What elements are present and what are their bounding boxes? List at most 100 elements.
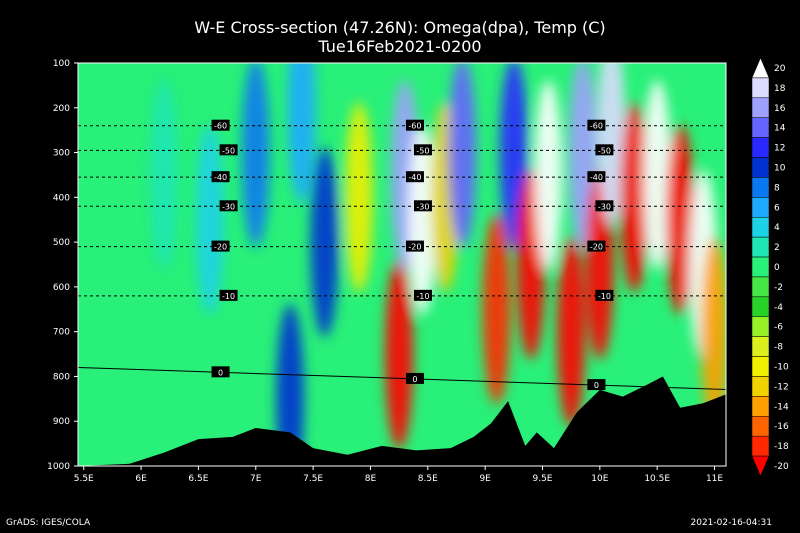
omega-cell [241, 63, 270, 248]
omega-cell [276, 303, 305, 466]
temp-contour-label-bg [587, 379, 606, 391]
colorbar-label: -4 [774, 303, 783, 313]
colorbar-segment [751, 296, 770, 318]
x-tick-label: 8E [365, 474, 377, 484]
colorbar-segment [751, 117, 770, 138]
temp-contour-label: -60 [590, 122, 603, 131]
x-tick-label: 7.5E [303, 474, 323, 484]
colorbar-segment [751, 336, 770, 357]
colorbar-segment [751, 137, 770, 158]
temp-contour-label-bg [219, 289, 238, 301]
colorbar-segment [751, 177, 770, 198]
colorbar-label: -16 [774, 422, 789, 432]
temp-contour-label-bg [405, 240, 424, 252]
colorbar-label: 6 [774, 203, 780, 213]
colorbar-label: -12 [774, 382, 789, 392]
temp-contour-label: -50 [222, 146, 235, 155]
footer-source: GrADS: IGES/COLA [6, 518, 91, 528]
colorbar-label: -6 [774, 323, 783, 333]
omega-cell [557, 236, 586, 427]
temp-contour-label: -40 [590, 173, 603, 182]
colorbar-label: -18 [774, 442, 789, 452]
colorbar-segment [751, 316, 770, 337]
colorbar-label: 0 [774, 263, 780, 273]
colorbar-label: -2 [774, 283, 783, 293]
temp-contour-label: -50 [598, 146, 611, 155]
x-tick-label: 8.5E [418, 474, 438, 484]
omega-cell [482, 214, 511, 405]
y-tick-label: 500 [53, 238, 70, 248]
colorbar-segment [751, 435, 770, 457]
omega-cell [385, 259, 414, 450]
colorbar-segment [751, 197, 770, 218]
temp-contour-label: -50 [416, 146, 429, 155]
colorbar-label: -10 [774, 363, 789, 373]
y-tick-label: 700 [53, 328, 70, 338]
omega-cell [534, 79, 563, 270]
temp-contour-label: -30 [222, 202, 235, 211]
temp-contour-label: 0 [412, 375, 417, 384]
temp-contour-label-bg [219, 144, 238, 156]
temp-contour-label-bg [413, 144, 432, 156]
colorbar-segment [751, 455, 770, 477]
colorbar-segment [751, 77, 770, 99]
temp-contour-label-bg [595, 200, 614, 212]
colorbar-segment [751, 157, 770, 178]
omega-cell [700, 236, 726, 427]
y-tick-label: 1000 [47, 462, 70, 472]
colorbar-segment [751, 356, 770, 377]
temp-contour-label: -20 [590, 243, 603, 252]
temp-contour-label-bg [405, 372, 424, 384]
temp-contour-label: -40 [214, 173, 227, 182]
terrain-silhouette [78, 376, 726, 466]
omega-cell [620, 102, 649, 293]
omega-cell [287, 63, 316, 203]
temp-contour-label-bg [413, 289, 432, 301]
chart-title: W-E Cross-section (47.26N): Omega(dpa), … [194, 18, 606, 37]
x-tick-label: 10.5E [644, 474, 670, 484]
colorbar-label: 8 [774, 183, 780, 193]
temp-contour-label-bg [405, 171, 424, 183]
colorbar-label: -14 [774, 402, 789, 412]
x-tick-label: 6E [135, 474, 147, 484]
colorbar-label: 20 [774, 64, 786, 74]
x-tick-label: 6.5E [188, 474, 208, 484]
temp-contour-label-bg [211, 240, 230, 252]
colorbar-label: -20 [774, 462, 789, 472]
x-tick-label: 5.5E [74, 474, 94, 484]
x-tick-label: 9.5E [532, 474, 552, 484]
temp-contour-label: -30 [598, 202, 611, 211]
omega-cell [150, 79, 179, 270]
omega-cell [310, 147, 339, 338]
x-tick-label: 10E [591, 474, 608, 484]
omega-cell [597, 63, 626, 226]
omega-cell [666, 124, 695, 315]
temp-contour-label: -40 [408, 173, 421, 182]
temp-contour-label-bg [219, 200, 238, 212]
colorbar-label: -8 [774, 343, 783, 353]
temp-contour-label-bg [587, 171, 606, 183]
temp-contour-label: 0 [218, 368, 223, 377]
temp-contour-line [78, 366, 726, 390]
colorbar-label: 10 [774, 163, 786, 173]
temp-contour-label: -60 [214, 122, 227, 131]
chart-subtitle: Tue16Feb2021-0200 [318, 37, 482, 56]
colorbar-label: 12 [774, 144, 785, 154]
colorbar-segment [751, 396, 770, 417]
colorbar-segment [751, 376, 770, 397]
colorbar-label: 16 [774, 104, 786, 114]
omega-cell [643, 79, 672, 270]
colorbar-segment [751, 57, 770, 79]
temp-contour-label-bg [413, 200, 432, 212]
x-tick-label: 11E [706, 474, 723, 484]
x-tick-label: 7E [250, 474, 262, 484]
temp-contour-label-bg [587, 119, 606, 131]
temp-contour-label: -60 [408, 122, 421, 131]
omega-cell [344, 102, 373, 293]
colorbar-segment [751, 216, 770, 238]
temp-contour-label-bg [595, 144, 614, 156]
temp-contour-label: -30 [416, 202, 429, 211]
temp-contour-label-bg [211, 366, 230, 378]
temp-contour-label: -10 [416, 292, 429, 301]
